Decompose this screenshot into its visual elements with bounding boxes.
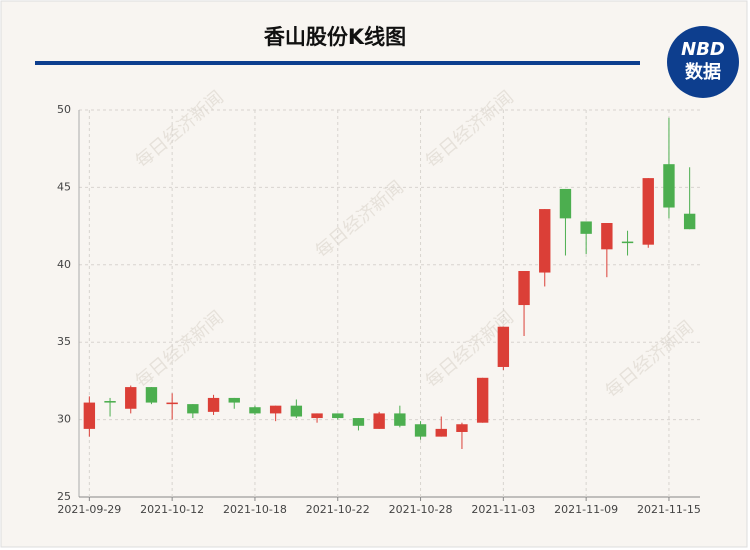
candle-body — [539, 209, 551, 273]
x-tick-label: 2021-11-15 — [637, 503, 701, 516]
candle-body — [663, 164, 675, 208]
y-tick-label: 50 — [57, 103, 71, 116]
candle-body — [125, 387, 137, 409]
candle-body — [249, 407, 261, 414]
x-tick-label: 2021-09-29 — [57, 503, 121, 516]
candle-body — [187, 404, 199, 414]
logo-text: NBD — [681, 39, 725, 60]
y-tick-label: 40 — [57, 258, 71, 271]
title-rule — [35, 61, 640, 65]
candle-body — [601, 223, 613, 250]
candle-body — [332, 413, 344, 419]
x-tick-label: 2021-11-03 — [471, 503, 535, 516]
x-tick-label: 2021-10-28 — [389, 503, 453, 516]
x-tick-label: 2021-10-22 — [306, 503, 370, 516]
candle-body — [373, 413, 385, 429]
y-tick-label: 35 — [57, 335, 71, 348]
candle-body — [435, 428, 447, 437]
candle-body — [497, 326, 510, 367]
logo — [667, 26, 739, 98]
candle-body — [290, 405, 303, 417]
candle-body — [683, 213, 696, 230]
candle-body — [207, 397, 220, 412]
candle-body — [352, 418, 365, 426]
candle-body — [269, 405, 282, 414]
logo-text: 数据 — [685, 61, 721, 83]
candle-body — [642, 178, 654, 245]
candle-body — [145, 387, 158, 403]
candle-body — [621, 241, 634, 244]
candle-body — [166, 402, 178, 405]
candle-body — [228, 397, 240, 403]
candle-body — [476, 377, 489, 423]
candle-body — [83, 402, 96, 429]
candle-body — [394, 413, 406, 426]
y-tick-label: 30 — [57, 413, 71, 426]
x-tick-label: 2021-10-18 — [223, 503, 287, 516]
candle-body — [456, 424, 468, 432]
candle-body — [414, 424, 427, 437]
candle-body — [311, 413, 323, 419]
candle-body — [559, 188, 572, 219]
chart-title: 香山股份K线图 — [264, 25, 406, 49]
candle-body — [518, 270, 530, 306]
candle-body — [104, 401, 116, 403]
candle-body — [580, 221, 592, 234]
x-tick-label: 2021-10-12 — [140, 503, 204, 516]
y-tick-label: 45 — [57, 180, 71, 193]
y-tick-label: 25 — [57, 490, 71, 503]
x-tick-label: 2021-11-09 — [554, 503, 618, 516]
